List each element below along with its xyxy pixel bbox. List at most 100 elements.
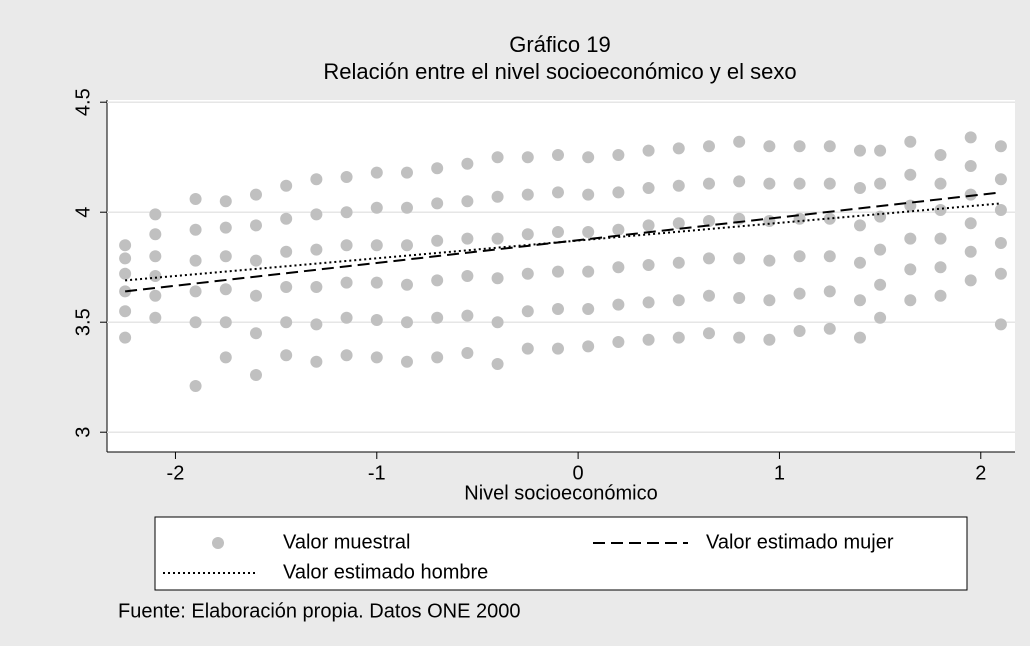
point xyxy=(521,228,534,241)
point xyxy=(612,186,625,199)
point xyxy=(219,351,232,364)
point xyxy=(853,294,866,307)
point xyxy=(934,149,947,161)
point xyxy=(612,261,625,274)
point xyxy=(370,239,383,252)
point xyxy=(763,140,776,153)
point xyxy=(934,289,947,302)
point xyxy=(582,340,595,353)
point xyxy=(672,331,685,344)
point xyxy=(310,208,323,221)
point xyxy=(793,325,806,337)
point xyxy=(400,166,413,179)
x-tick-label: 0 xyxy=(573,462,584,484)
point xyxy=(340,276,353,289)
point xyxy=(340,349,353,362)
point xyxy=(823,177,836,190)
point xyxy=(551,226,564,238)
fit-line xyxy=(125,202,1001,282)
point xyxy=(400,278,413,291)
point xyxy=(672,179,685,192)
point xyxy=(853,256,866,269)
point xyxy=(672,217,685,230)
point xyxy=(491,316,504,329)
point xyxy=(612,298,625,311)
point xyxy=(219,283,232,296)
point xyxy=(400,239,413,252)
point xyxy=(823,322,836,335)
point xyxy=(370,276,383,289)
x-tick-label: -1 xyxy=(368,462,386,484)
point xyxy=(793,250,806,263)
point xyxy=(521,305,534,318)
point xyxy=(874,278,887,291)
x-tick-label: 2 xyxy=(975,462,986,484)
point xyxy=(964,245,977,258)
note: Fuente: Elaboración propia. Datos ONE 20… xyxy=(118,600,520,622)
legend-label: Valor muestral xyxy=(283,531,410,553)
point xyxy=(874,144,887,157)
point xyxy=(904,135,917,148)
point xyxy=(853,144,866,157)
point xyxy=(310,355,323,368)
point xyxy=(612,336,625,348)
y-tick-label: 4.5 xyxy=(72,88,94,116)
point xyxy=(904,263,917,276)
point xyxy=(431,311,444,324)
point xyxy=(934,177,947,190)
point xyxy=(189,316,202,329)
point xyxy=(400,201,413,214)
point xyxy=(340,239,353,252)
point xyxy=(793,177,806,190)
point xyxy=(874,210,887,223)
point xyxy=(733,331,746,344)
point xyxy=(793,212,806,225)
point xyxy=(763,177,776,190)
point xyxy=(280,281,293,293)
point xyxy=(672,256,685,269)
point xyxy=(642,296,655,309)
point xyxy=(853,331,866,344)
point xyxy=(461,347,474,359)
point xyxy=(874,243,887,256)
point xyxy=(642,182,655,194)
point xyxy=(612,149,625,161)
point xyxy=(964,217,977,230)
x-axis-label: Nivel socioeconómico xyxy=(464,482,657,504)
point xyxy=(521,188,534,201)
point xyxy=(189,193,202,205)
legend xyxy=(154,516,968,591)
point xyxy=(461,157,474,170)
point xyxy=(280,212,293,225)
point xyxy=(793,140,806,153)
point xyxy=(994,204,1007,216)
point xyxy=(994,318,1007,331)
point xyxy=(874,177,887,190)
point xyxy=(702,289,715,302)
point xyxy=(904,294,917,307)
point xyxy=(149,311,162,324)
point xyxy=(964,160,977,172)
point xyxy=(370,314,383,326)
point xyxy=(149,289,162,302)
point xyxy=(642,333,655,346)
y-tick-label: 3.5 xyxy=(72,308,94,336)
chart-title: Gráfico 19 xyxy=(509,32,611,57)
point xyxy=(994,267,1007,280)
point xyxy=(521,342,534,355)
point xyxy=(119,331,132,344)
point xyxy=(219,221,232,234)
point xyxy=(370,351,383,364)
point xyxy=(431,162,444,175)
point xyxy=(310,281,323,293)
legend-label: Valor estimado mujer xyxy=(706,531,894,553)
point xyxy=(280,349,293,362)
point xyxy=(904,232,917,245)
point xyxy=(551,186,564,199)
point xyxy=(612,223,625,236)
point xyxy=(370,166,383,179)
point xyxy=(733,292,746,304)
legend-symbol xyxy=(212,537,224,549)
chart-subtitle: Relación entre el nivel socioeconómico y… xyxy=(323,59,796,84)
point xyxy=(491,190,504,203)
